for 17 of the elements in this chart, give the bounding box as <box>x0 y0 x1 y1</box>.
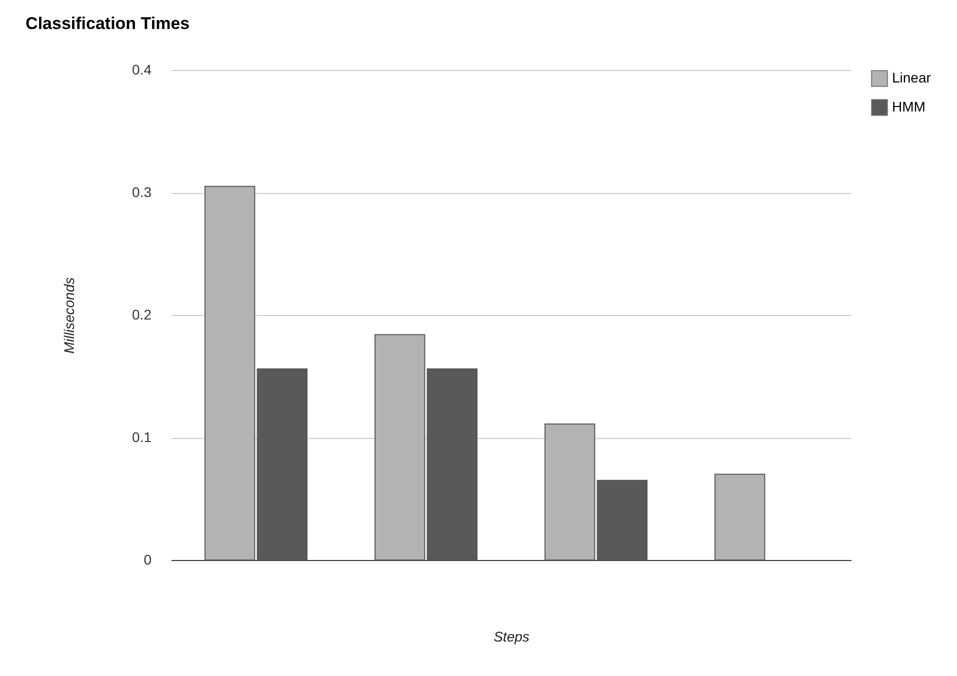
bar <box>204 186 256 560</box>
bar <box>426 368 478 560</box>
x-axis-title: Steps <box>494 628 530 644</box>
legend-label: HMM <box>892 98 926 114</box>
y-axis-title: Milliseconds <box>61 277 78 354</box>
y-tick-label: 0.4 <box>132 62 152 78</box>
bar <box>256 368 308 560</box>
bar <box>374 334 426 560</box>
y-tick-label: 0 <box>144 552 152 568</box>
y-tick-label: 0.1 <box>132 429 152 445</box>
bar <box>596 480 648 560</box>
chart-title: Classification Times <box>26 14 190 33</box>
bar <box>544 424 596 560</box>
bar <box>714 474 766 560</box>
y-tick-label: 0.2 <box>132 306 152 322</box>
y-tick-label: 0.3 <box>132 184 152 200</box>
legend-label: Linear <box>892 70 932 86</box>
